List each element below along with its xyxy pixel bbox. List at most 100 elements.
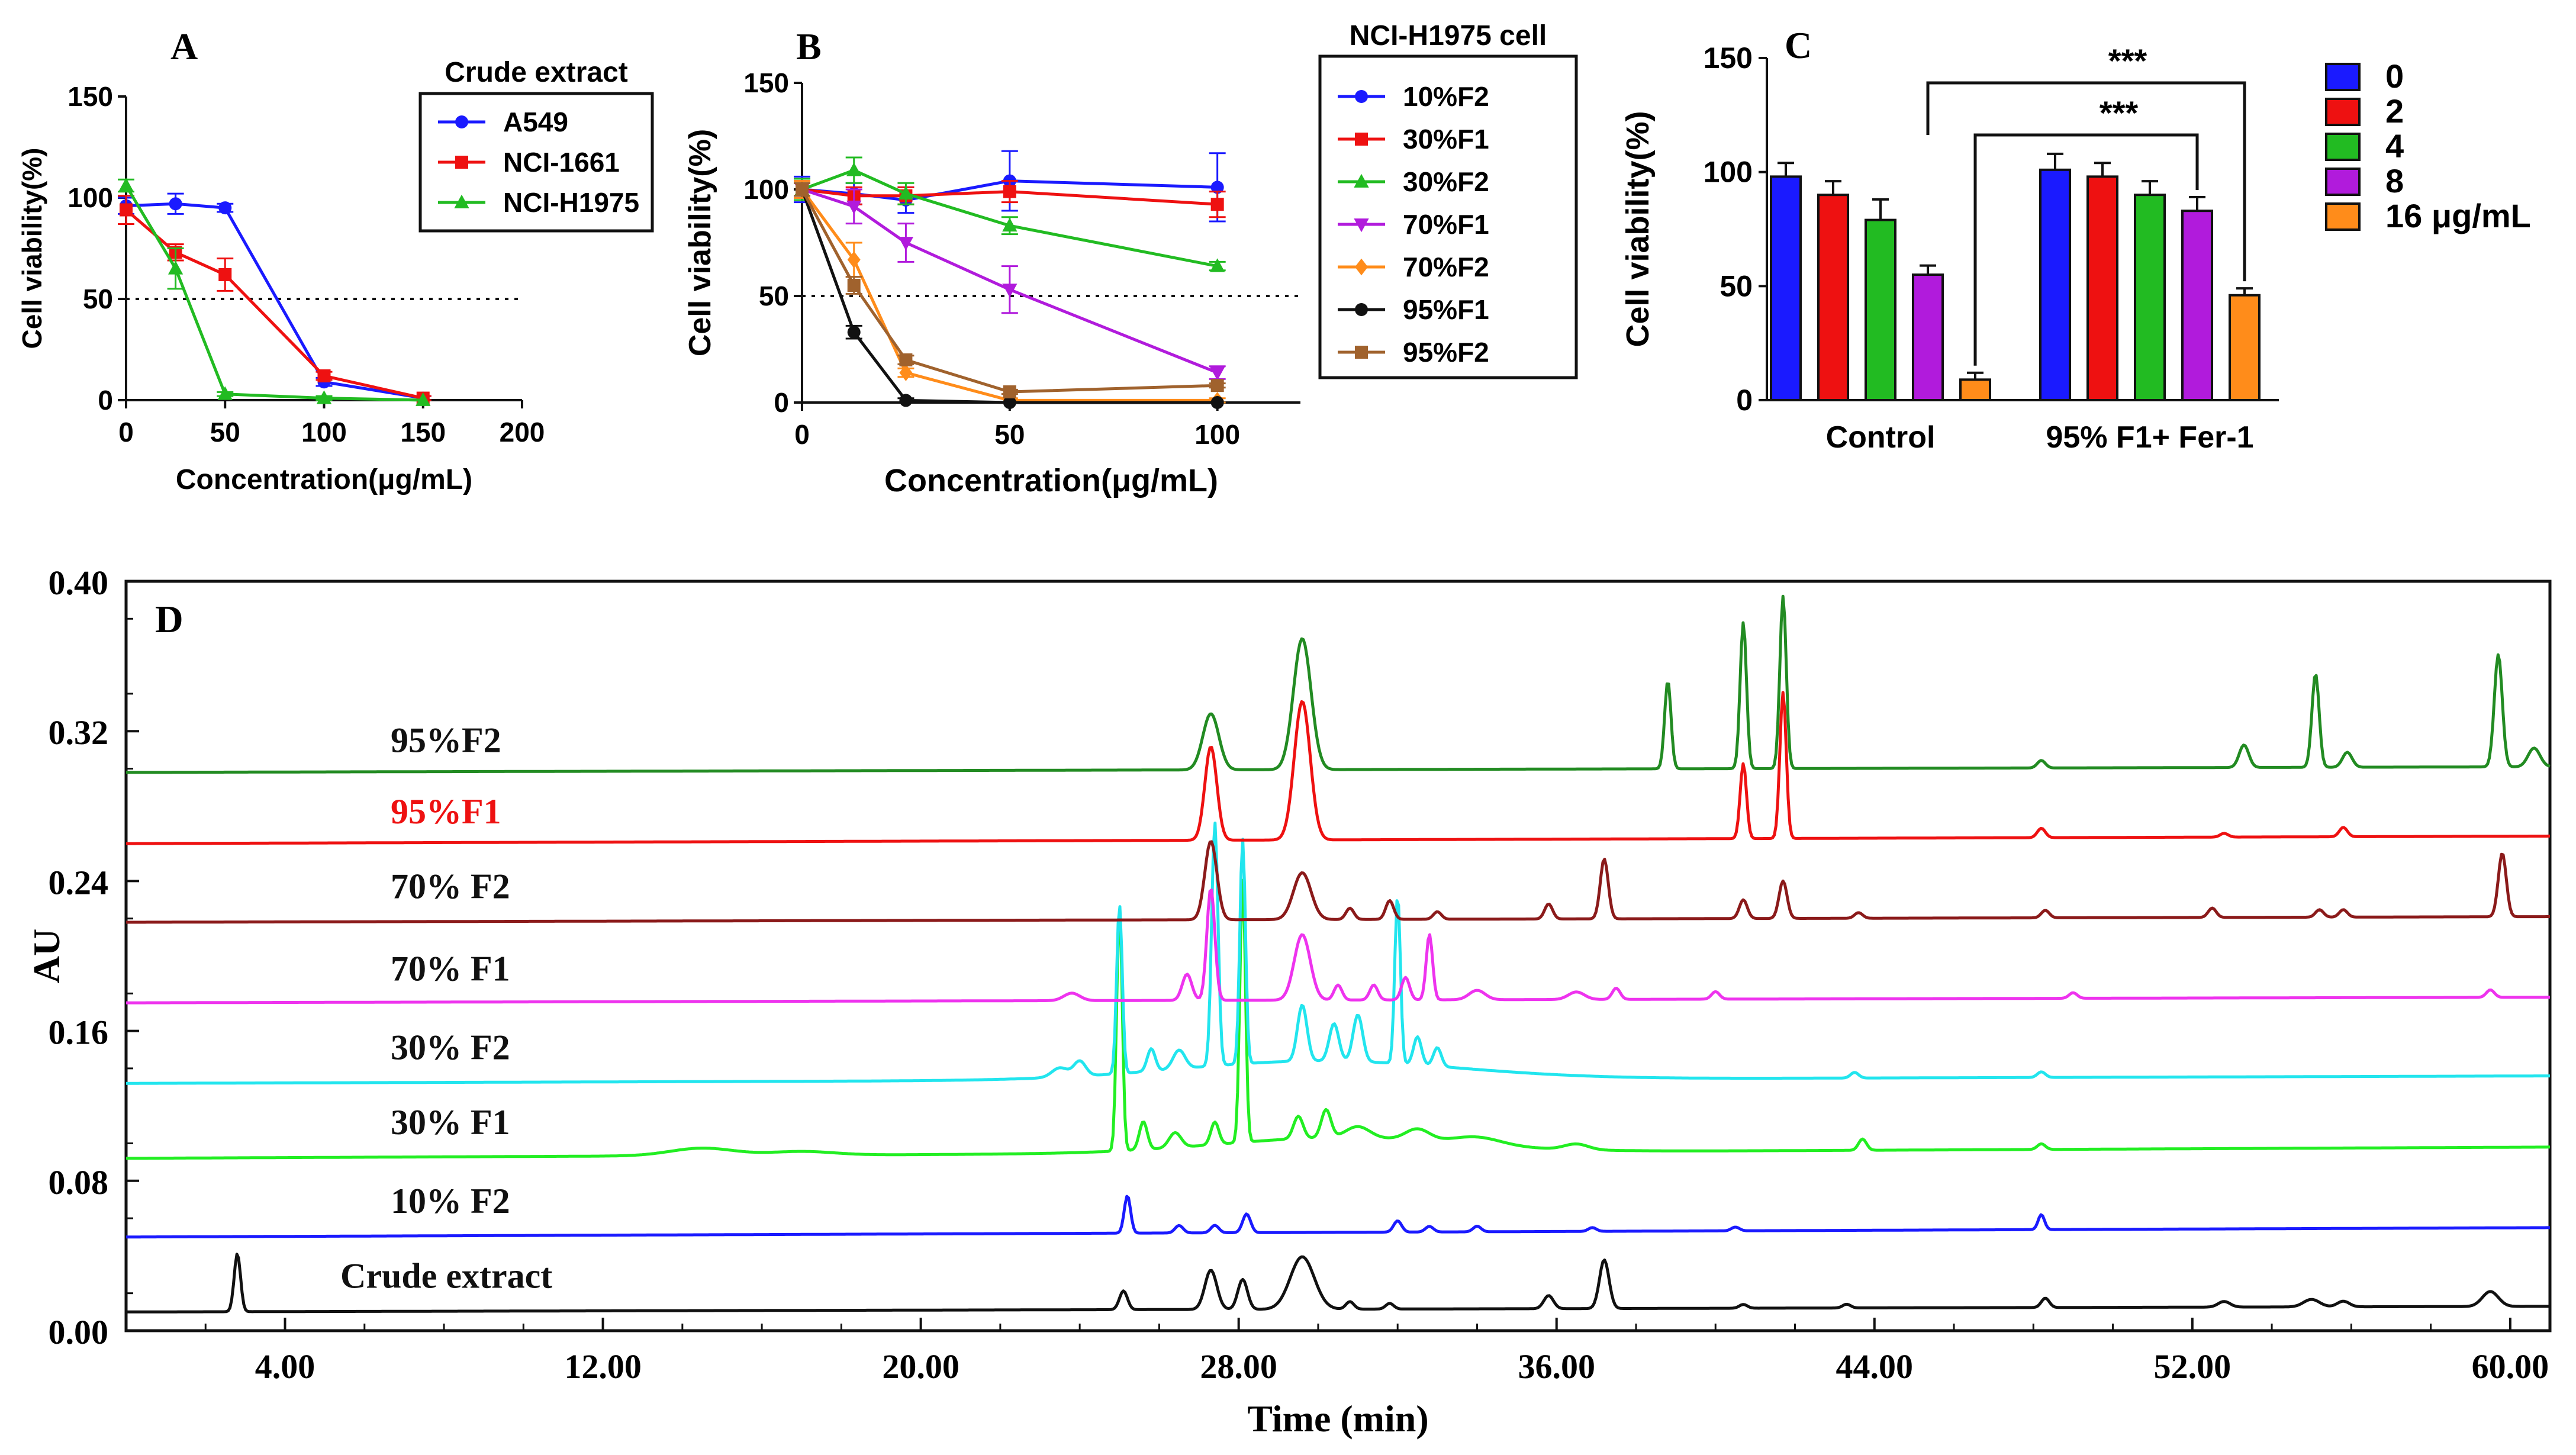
x-tick-label: 44.00 (1836, 1347, 1914, 1386)
panel-label-a: A (170, 25, 198, 67)
x-category-label: 95% F1+ Fer-1 (2046, 420, 2253, 455)
legend-marker (454, 194, 469, 208)
bar-4 (1865, 218, 1896, 401)
legend-box (1318, 54, 1578, 379)
legend-label: 16 μg/mL (2385, 197, 2531, 234)
trace-label-95-f1: 95%F1 (391, 792, 501, 831)
trace-70-f2 (126, 840, 2550, 924)
x-tick-label: 100 (1194, 419, 1240, 450)
data-point (317, 369, 331, 382)
trace-10-f2 (125, 1195, 2550, 1239)
y-tick-label: 150 (1704, 41, 1753, 75)
trace-95-f2 (126, 594, 2551, 774)
panel-a-chart: A 0 50 100 150 0 50 100 150 200 Concentration(μg/m… (17, 25, 654, 495)
x-tick-label: 0 (794, 419, 810, 450)
legend-item-nci-h1975: NCI-H1975 (438, 187, 639, 218)
data-point (898, 186, 914, 200)
x-axis-label: Concentration(μg/mL) (884, 463, 1218, 498)
data-point (316, 390, 332, 404)
x-tick-label: 36.00 (1518, 1347, 1595, 1386)
y-axis-label: AU (25, 929, 67, 983)
data-point (846, 200, 862, 214)
panel-d-chromatogram: D 0.00 0.08 0.16 0.24 0.32 0.40 4.00 12.00 20.00 2… (25, 564, 2552, 1440)
x-tick-label: 4.00 (255, 1347, 315, 1386)
data-point (846, 162, 862, 176)
data-point (1210, 258, 1225, 272)
x-axis-label: Concentration(μg/mL) (176, 464, 472, 495)
data-point (1210, 181, 1224, 194)
legend-label: 8 (2385, 162, 2404, 199)
y-tick-label: 0.08 (49, 1163, 109, 1202)
data-point (1210, 396, 1224, 409)
legend-label: 95%F2 (1403, 337, 1489, 368)
legend-marker (1355, 346, 1368, 359)
legend-item-30-f2: 30%F2 (1338, 166, 1489, 197)
y-axis-label: Cell viability(%) (17, 148, 47, 349)
panel-b-chart: B 0 50 100 150 0 50 100 Concentration(μg/mL) Cell… (683, 20, 1578, 498)
data-point (1210, 198, 1224, 211)
data-point (899, 353, 913, 366)
legend-marker (455, 156, 468, 169)
legend-swatch (2325, 98, 2361, 126)
x-tick-label: 50 (994, 419, 1025, 450)
trace-label-70-f1: 70% F1 (391, 949, 510, 989)
legend-marker (1355, 133, 1368, 146)
y-tick-label: 150 (743, 67, 789, 98)
legend-label: 10%F2 (1403, 81, 1489, 112)
y-tick-label: 0 (774, 387, 789, 418)
legend-label: 95%F1 (1403, 294, 1489, 325)
legend-swatch (2325, 63, 2361, 91)
legend-marker (1354, 218, 1369, 233)
legend-swatch (2325, 168, 2361, 196)
legend-item-95-f1: 95%F1 (1338, 294, 1489, 325)
y-axis-label: Cell viability(%) (683, 129, 717, 356)
x-tick-label: 52.00 (2154, 1347, 2232, 1386)
x-tick-label: 100 (301, 417, 347, 448)
y-tick-label: 0.40 (49, 564, 109, 602)
y-tick-label: 0 (1736, 384, 1753, 417)
y-tick-label: 50 (83, 284, 113, 314)
legend-item-8: 8 (2325, 162, 2404, 199)
data-point (899, 394, 913, 407)
significance-bracket (1973, 133, 2199, 366)
data-point (847, 251, 861, 269)
trace-label-70-f2: 70% F2 (391, 867, 510, 906)
trace-label-crude-extract: Crude extract (340, 1257, 552, 1296)
legend-marker (455, 115, 468, 128)
data-point (796, 183, 809, 196)
legend-label: NCI-H1975 (503, 187, 639, 218)
legend-label: 70%F1 (1403, 209, 1489, 240)
data-point (1003, 396, 1016, 409)
bar-group-95-f1-fer-1 (2039, 152, 2261, 401)
y-tick-label: 100 (67, 182, 113, 213)
y-tick-label: 100 (743, 174, 789, 205)
bar-group-control (1770, 162, 1991, 402)
data-point (899, 364, 913, 381)
legend-item-10-f2: 10%F2 (1338, 81, 1489, 112)
legend: Crude extract A549 NCI-1661 NCI-H1975 (418, 57, 654, 233)
data-point (1003, 385, 1016, 398)
data-point (168, 260, 183, 275)
x-tick-label: 150 (400, 417, 446, 448)
data-point (847, 326, 861, 339)
data-point (218, 268, 232, 281)
legend-marker (1355, 258, 1368, 276)
bar-4 (2134, 194, 2166, 401)
x-tick-label: 200 (500, 417, 545, 448)
trace-30-f2 (126, 821, 2550, 1085)
panel-label-c: C (1785, 24, 1812, 66)
bar-2 (2086, 175, 2118, 401)
legend-item-0: 0 (2325, 57, 2404, 95)
x-tick-label: 50 (210, 417, 240, 448)
y-tick-label: 0 (98, 385, 113, 416)
legend-item-70-f1: 70%F1 (1338, 209, 1489, 240)
legend-item-nci-1661: NCI-1661 (438, 147, 620, 178)
data-point (1002, 284, 1017, 298)
legend-label: 30%F2 (1403, 166, 1489, 197)
plot-frame (124, 580, 2552, 1332)
trace-95-f1 (126, 691, 2550, 845)
series-30-f2 (794, 156, 1226, 272)
data-point (1210, 379, 1224, 392)
data-point (1210, 366, 1225, 381)
